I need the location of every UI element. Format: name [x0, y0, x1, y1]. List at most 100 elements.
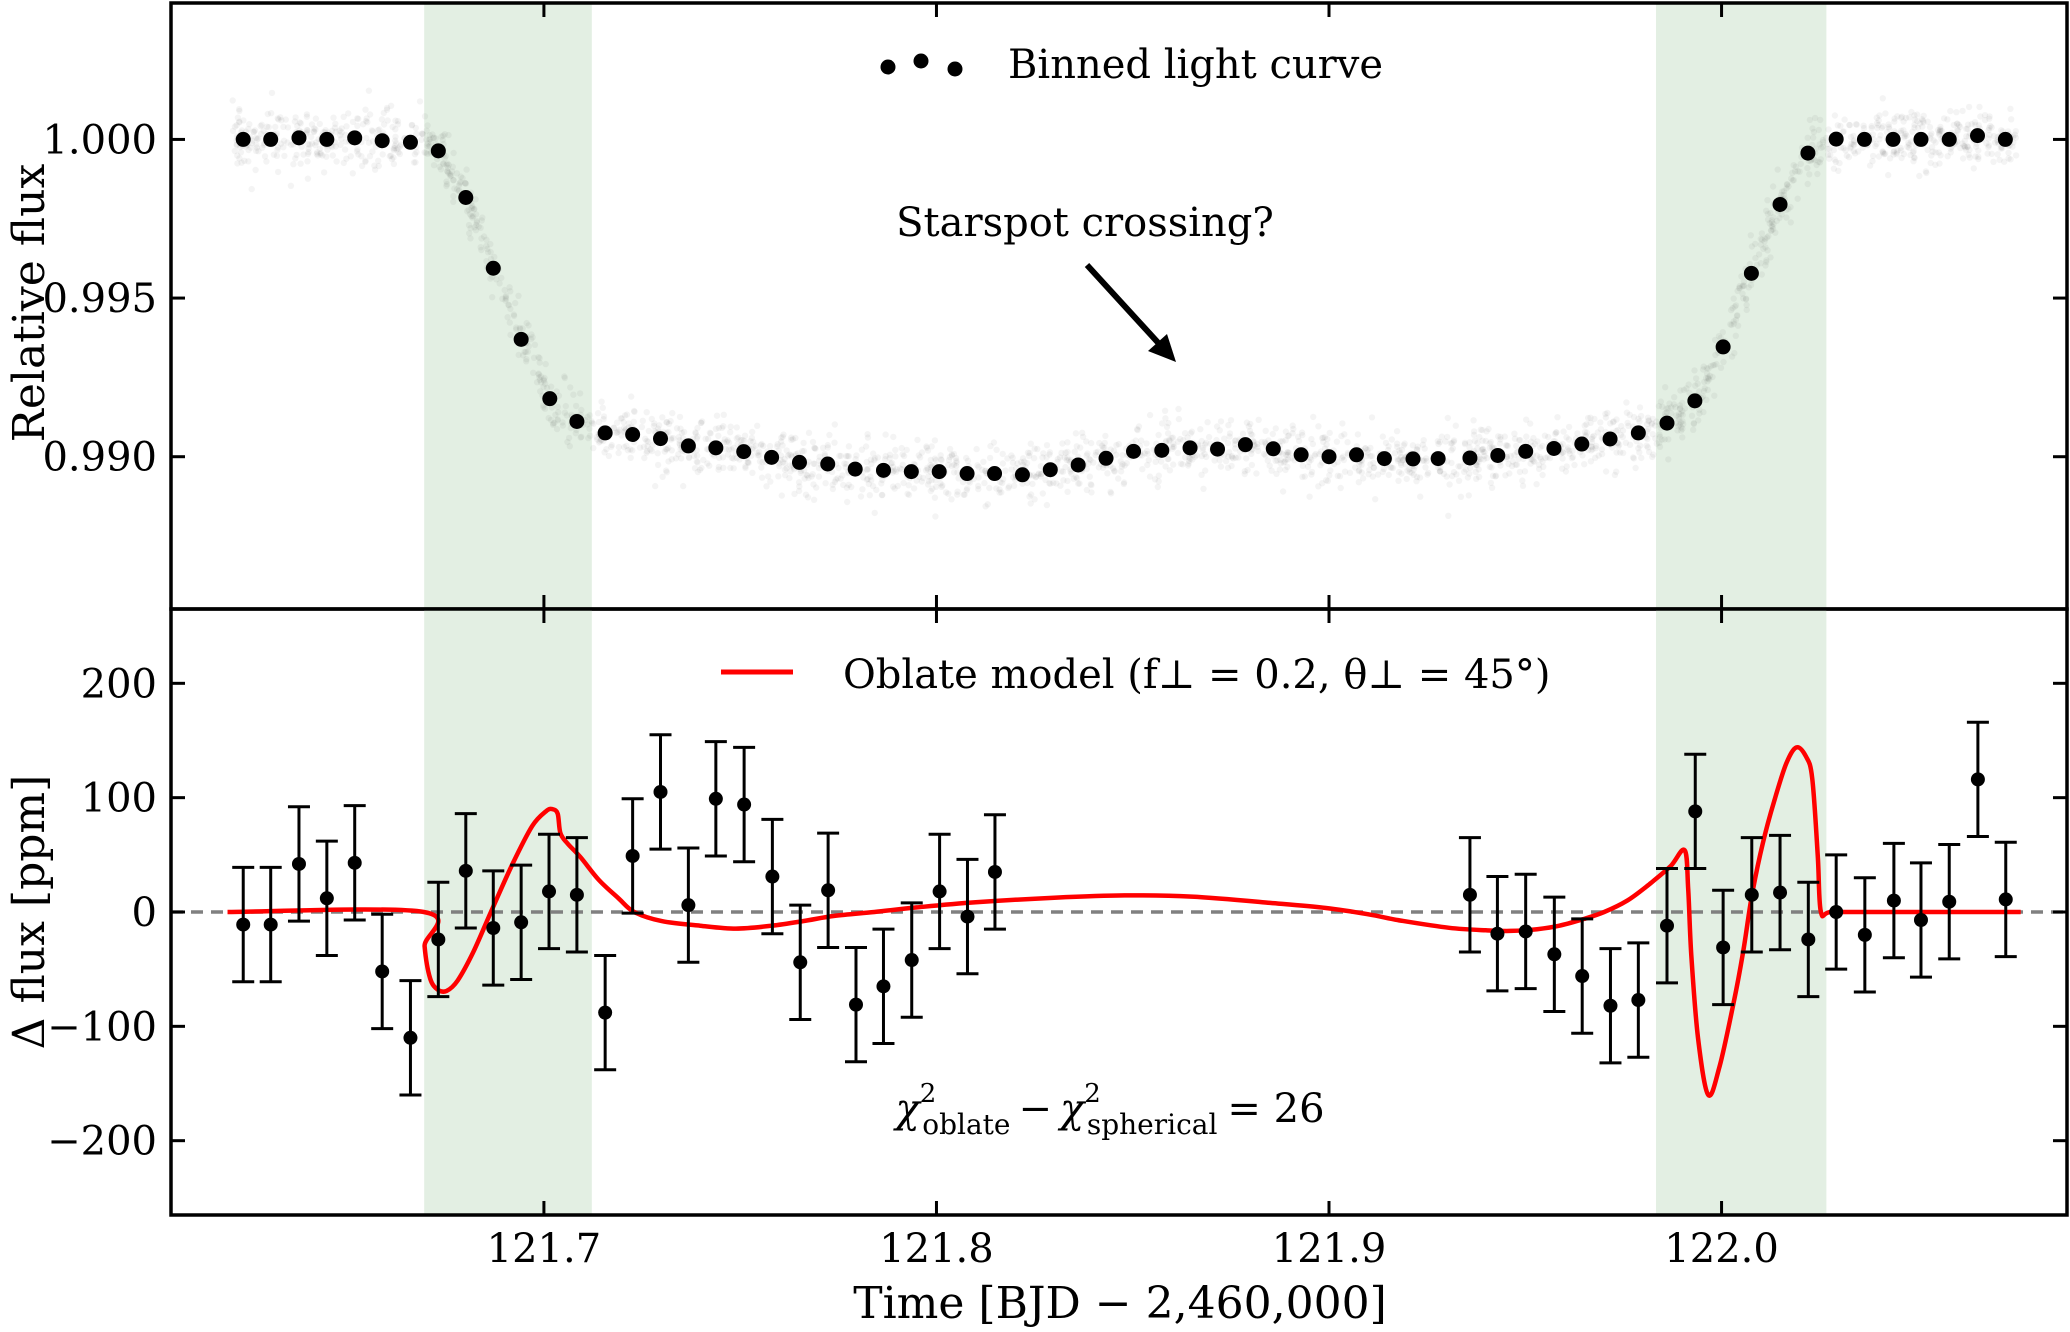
raw-photometry-point [1559, 440, 1567, 448]
raw-photometry-point [668, 456, 675, 463]
raw-photometry-point [835, 464, 842, 472]
raw-photometry-point [1014, 460, 1021, 467]
raw-photometry-point [1064, 439, 1071, 446]
raw-photometry-point [889, 483, 897, 490]
raw-photometry-point [457, 178, 464, 186]
raw-photometry-point [939, 482, 946, 489]
raw-photometry-point [869, 482, 877, 490]
raw-photometry-point [594, 410, 602, 417]
raw-photometry-point [1988, 124, 1995, 131]
raw-photometry-point [1587, 419, 1594, 426]
raw-photometry-point [1202, 439, 1210, 446]
raw-photometry-point [1475, 458, 1482, 465]
raw-photometry-point [1909, 149, 1917, 156]
raw-photometry-point [1202, 467, 1209, 474]
raw-photometry-point [998, 489, 1005, 496]
raw-photometry-point [1780, 191, 1788, 198]
raw-photometry-point [304, 129, 311, 136]
raw-photometry-point [552, 411, 559, 418]
raw-photometry-point [1541, 432, 1549, 439]
raw-photometry-point [754, 449, 761, 456]
raw-photometry-point [1656, 443, 1664, 450]
raw-photometry-point [1527, 438, 1535, 445]
raw-photometry-point [1981, 112, 1989, 119]
raw-photometry-point [1385, 471, 1393, 479]
raw-photometry-point [1845, 153, 1853, 161]
raw-photometry-point [303, 126, 311, 134]
raw-photometry-point [1094, 448, 1102, 455]
raw-photometry-point [439, 136, 446, 144]
raw-photometry-point [1819, 136, 1827, 144]
raw-photometry-point [1764, 216, 1772, 223]
raw-photometry-point [913, 477, 920, 484]
raw-photometry-point [659, 473, 666, 480]
raw-photometry-point [1264, 457, 1272, 464]
raw-photometry-point [453, 170, 461, 177]
raw-photometry-point [519, 325, 526, 332]
raw-photometry-point [698, 464, 705, 472]
raw-photometry-point [1310, 413, 1317, 421]
raw-photometry-point [323, 153, 330, 160]
raw-photometry-point [693, 435, 700, 442]
raw-photometry-point [1339, 453, 1347, 460]
raw-photometry-point [1071, 448, 1079, 455]
raw-photometry-point [742, 464, 749, 472]
raw-photometry-point [1058, 468, 1065, 475]
raw-photometry-point [608, 443, 615, 450]
raw-photometry-point [1162, 415, 1169, 422]
raw-photometry-point [1907, 151, 1914, 159]
raw-photometry-point [1776, 214, 1783, 222]
raw-photometry-point [1788, 175, 1795, 182]
raw-photometry-point [595, 418, 603, 426]
residual-marker [1773, 885, 1788, 900]
raw-photometry-point [713, 412, 721, 419]
raw-photometry-point [1072, 474, 1080, 481]
raw-photometry-point [1875, 153, 1883, 160]
residual-point [1486, 875, 1509, 993]
raw-photometry-point [1030, 472, 1037, 479]
raw-photometry-point [1874, 124, 1881, 132]
raw-photometry-point [1450, 438, 1457, 445]
raw-photometry-point [1831, 112, 1839, 119]
raw-photometry-point [1079, 433, 1087, 440]
raw-photometry-point [1480, 456, 1488, 463]
raw-photometry-point [1453, 471, 1460, 478]
raw-photometry-point [1023, 459, 1031, 467]
raw-photometry-point [1175, 405, 1182, 413]
raw-photometry-point [1201, 450, 1208, 458]
raw-photometry-point [387, 102, 395, 110]
raw-photometry-point [1619, 433, 1627, 441]
raw-photometry-point [1226, 430, 1234, 437]
raw-photometry-point [758, 474, 766, 481]
raw-photometry-point [1910, 147, 1918, 155]
binned-point [903, 464, 919, 480]
raw-photometry-point [1241, 468, 1249, 475]
raw-photometry-point [764, 473, 772, 480]
raw-photometry-point [1847, 133, 1855, 141]
raw-photometry-point [1466, 470, 1473, 477]
light-curve-legend: Binned light curve [880, 42, 1383, 88]
raw-photometry-point [864, 475, 871, 483]
x-axis-title: Time [BJD − 2,460,000] [853, 1278, 1387, 1329]
raw-photometry-point [1138, 437, 1145, 444]
raw-photometry-point [788, 436, 795, 444]
raw-photometry-point [891, 485, 898, 492]
raw-photometry-point [1970, 165, 1978, 172]
raw-photometry-point [471, 224, 478, 231]
raw-photometry-point [480, 233, 488, 240]
raw-photometry-point [1277, 460, 1284, 467]
raw-photometry-point [1966, 146, 1973, 153]
raw-photometry-point [1872, 142, 1879, 150]
raw-photometry-point [1010, 482, 1018, 489]
raw-photometry-point [1358, 461, 1365, 468]
raw-photometry-point [419, 130, 426, 137]
raw-photometry-point [923, 443, 930, 450]
raw-photometry-point [1850, 148, 1858, 155]
raw-photometry-point [320, 169, 328, 176]
raw-photometry-point [1679, 418, 1686, 425]
raw-photometry-point [1403, 475, 1410, 483]
raw-photometry-point [1928, 130, 1935, 137]
raw-photometry-point [1248, 461, 1256, 469]
residual-point [399, 979, 422, 1097]
raw-photometry-point [586, 412, 594, 419]
